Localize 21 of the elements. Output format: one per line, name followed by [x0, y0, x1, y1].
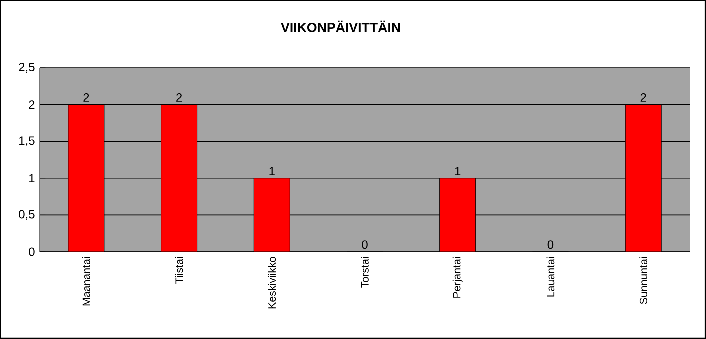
data-label: 0 [362, 240, 368, 250]
y-tick-label: 0,5 [19, 210, 35, 220]
data-label: 1 [455, 167, 461, 176]
x-tick-label: Torstai [361, 257, 369, 288]
data-label: 0 [548, 240, 554, 250]
data-label: 1 [270, 167, 275, 176]
x-tick-label: Lauantai [546, 257, 555, 297]
x-tick-label: Maanantai [82, 257, 90, 306]
y-tick-label: 0 [29, 248, 35, 256]
data-label: 2 [640, 93, 646, 102]
data-label: 2 [176, 93, 182, 102]
x-tick-label: Tiistai [175, 257, 184, 284]
x-tick-label: Perjantai [452, 257, 463, 298]
y-tick-label: 2 [29, 100, 35, 109]
y-tick-label: 1 [30, 174, 35, 183]
y-tick-label: 2,5 [19, 63, 35, 73]
x-tick-label: Sunnuntai [640, 257, 648, 304]
y-tick-label: 1,5 [20, 136, 35, 146]
chart-title: VIIKONPÄIVITTÄIN [281, 20, 400, 32]
x-tick-label: Keskiviikko [268, 257, 276, 309]
data-label: 2 [84, 93, 90, 102]
